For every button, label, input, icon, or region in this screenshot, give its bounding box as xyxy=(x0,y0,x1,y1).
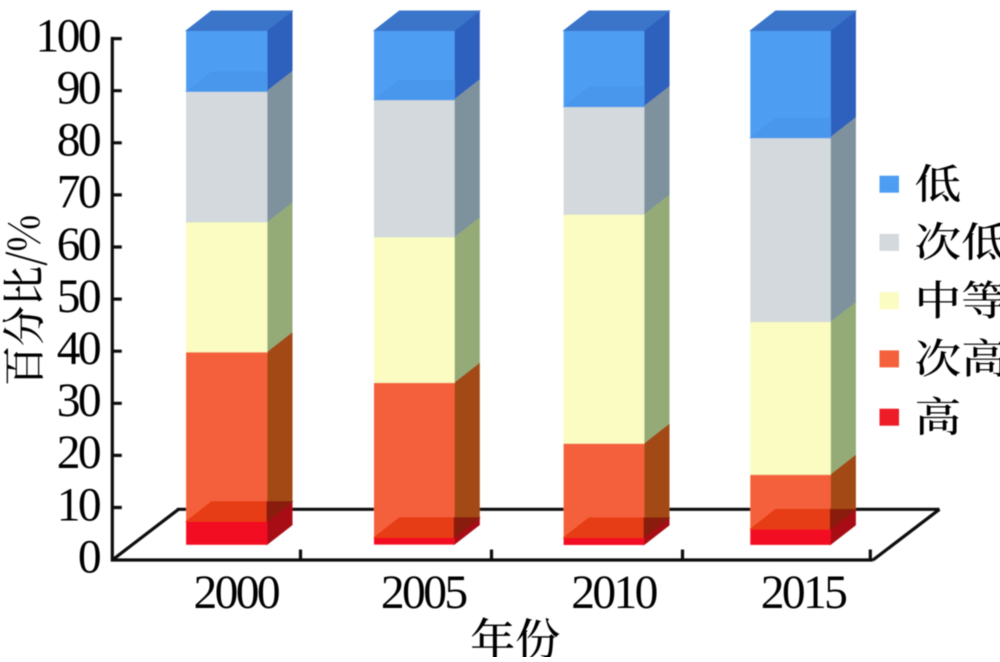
svg-text:30: 30 xyxy=(57,375,100,427)
svg-text:90: 90 xyxy=(57,63,100,115)
svg-text:10: 10 xyxy=(57,479,100,531)
svg-text:40: 40 xyxy=(57,323,100,375)
svg-text:2000: 2000 xyxy=(193,567,278,619)
svg-text:2005: 2005 xyxy=(381,567,466,619)
svg-text:100: 100 xyxy=(36,10,100,62)
svg-text:60: 60 xyxy=(57,219,100,271)
svg-text:0: 0 xyxy=(78,531,100,583)
svg-text:70: 70 xyxy=(57,167,100,219)
svg-text:80: 80 xyxy=(57,115,100,167)
svg-text:2010: 2010 xyxy=(571,567,656,619)
svg-text:20: 20 xyxy=(57,427,100,479)
svg-text:2015: 2015 xyxy=(761,567,846,619)
svg-text:50: 50 xyxy=(57,271,100,323)
